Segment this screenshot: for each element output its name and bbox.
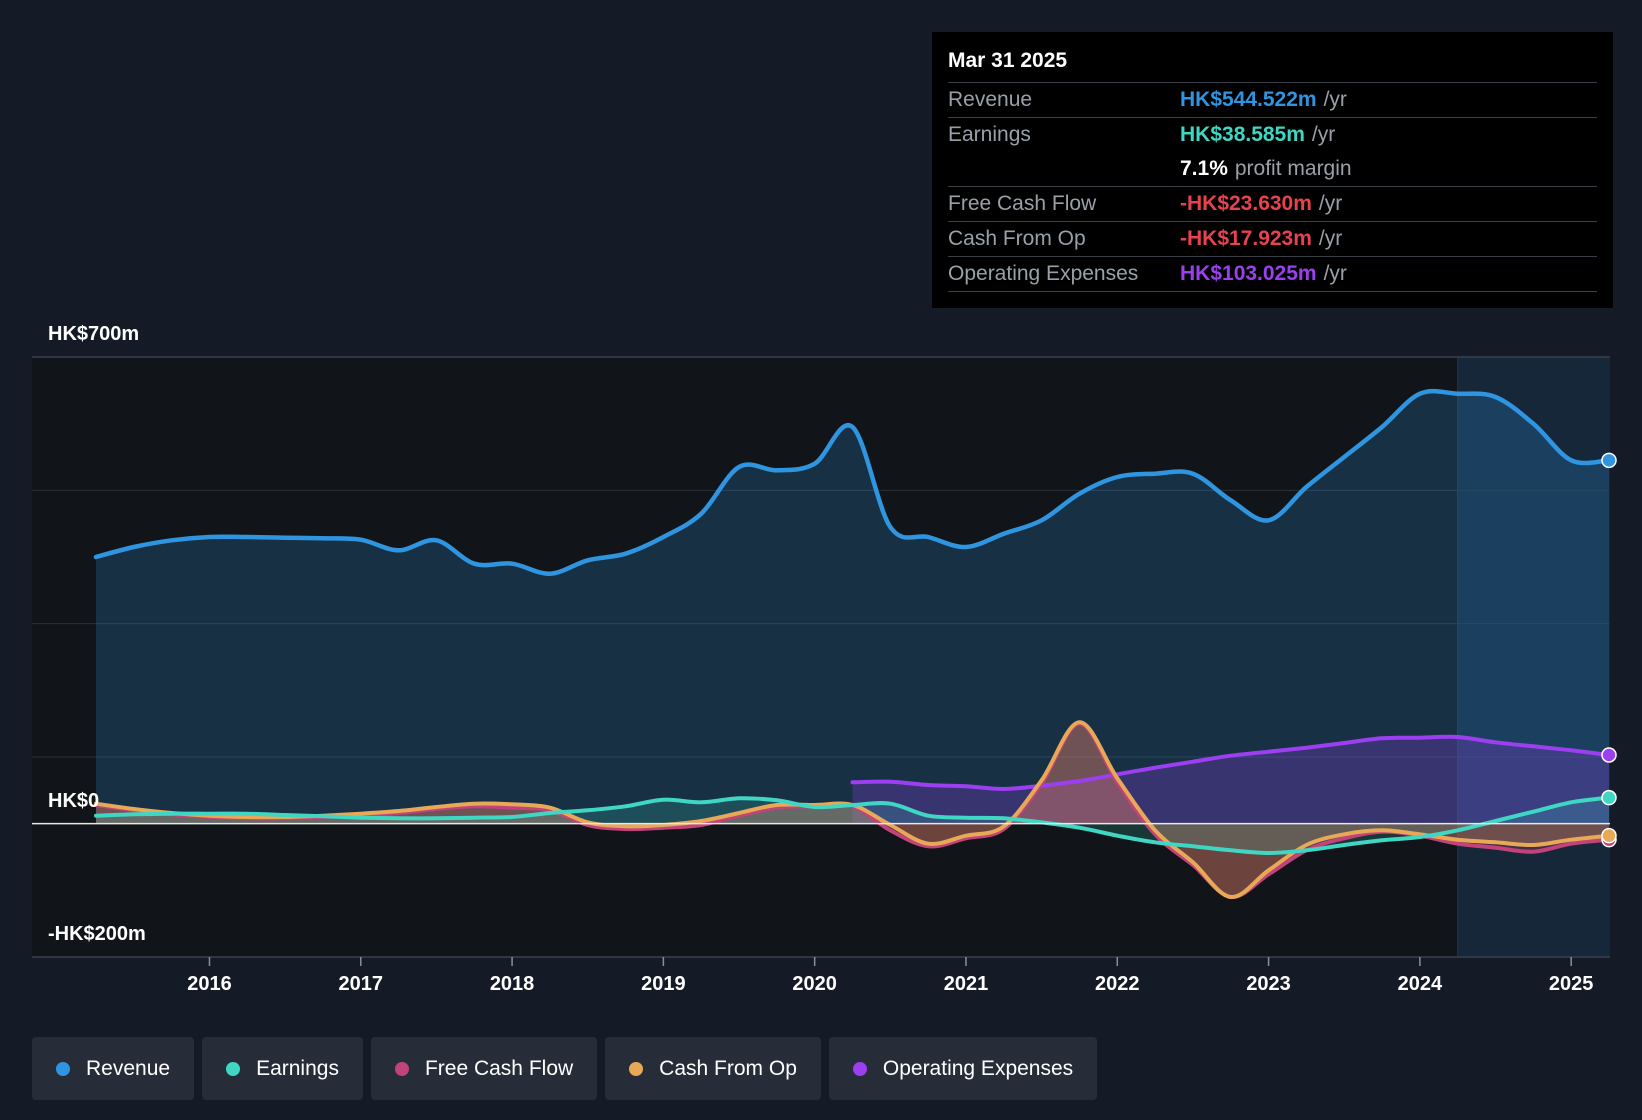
legend-label: Free Cash Flow	[424, 1056, 574, 1080]
tooltip-value: 7.1%	[1180, 157, 1228, 180]
legend-label: Earnings	[256, 1056, 339, 1080]
tooltip-value: HK$544.522m	[1180, 88, 1317, 111]
tooltip-row-revenue: Revenue HK$544.522m /yr	[948, 82, 1597, 117]
legend-dot-icon	[629, 1061, 644, 1076]
tooltip-date: Mar 31 2025	[948, 49, 1068, 72]
area-operating-expenses	[852, 736, 1609, 824]
tooltip-row-earnings: Earnings HK$38.585m /yr	[948, 117, 1597, 152]
legend-item-earnings[interactable]: Earnings	[202, 1037, 363, 1100]
area-free-cash-flow	[96, 723, 1609, 898]
y-top-label: HK$700m	[48, 323, 139, 345]
line-operating-expenses	[850, 734, 1611, 792]
x-axis: 2016 2017 2018 2019 2020 2021 2022 2023 2024 2025	[187, 957, 1593, 995]
tooltip-label: Revenue	[948, 88, 1033, 111]
tooltip-label: Operating Expenses	[948, 262, 1139, 285]
tooltip-unit: /yr	[1323, 88, 1347, 111]
x-tick-label: 2019	[641, 973, 686, 995]
legend-dot-icon	[852, 1061, 867, 1076]
tooltip-label: Earnings	[948, 123, 1031, 146]
tooltip-bottom-rule	[948, 291, 1597, 292]
tooltip-row-free-cash-flow: Free Cash Flow -HK$23.630m /yr	[948, 186, 1597, 221]
legend-label: Cash From Op	[659, 1056, 797, 1080]
end-marker-revenue	[1601, 452, 1617, 469]
tooltip-unit: profit margin	[1234, 157, 1352, 180]
x-tick-label: 2017	[339, 973, 384, 995]
tooltip-row-profit-margin: 7.1% profit margin	[948, 152, 1597, 186]
y-bottom-label: -HK$200m	[48, 923, 146, 945]
legend: Revenue Earnings Free Cash Flow Cash Fro…	[32, 1037, 1098, 1100]
tooltip-label: Cash From Op	[948, 227, 1086, 250]
end-marker-operating-expenses	[1601, 747, 1617, 763]
chart-area: HK$700m HK$0 -HK$200m 2016 2017 2018 2019 20…	[32, 323, 1617, 995]
highlight-band	[1457, 357, 1610, 957]
tooltip-unit: /yr	[1318, 227, 1343, 250]
area-earnings	[96, 797, 1609, 853]
x-tick-label: 2025	[1549, 973, 1594, 995]
tooltip-row-operating-expenses: Operating Expenses HK$103.025m /yr	[948, 256, 1597, 291]
x-tick-label: 2016	[187, 973, 232, 995]
legend-label: Revenue	[86, 1056, 171, 1080]
x-tick-label: 2020	[792, 973, 837, 995]
tooltip-label: Free Cash Flow	[948, 192, 1097, 215]
legend-dot-icon	[226, 1061, 241, 1076]
tooltip-value: -HK$23.630m	[1180, 192, 1312, 215]
x-tick-label: 2018	[490, 973, 535, 995]
legend-item-free-cash-flow[interactable]: Free Cash Flow	[370, 1037, 598, 1100]
tooltip-unit: /yr	[1318, 192, 1343, 215]
grid-layer	[32, 356, 1610, 958]
tooltip-value: HK$38.585m	[1180, 123, 1305, 146]
area-cash-from-op	[96, 722, 1609, 898]
x-tick-label: 2022	[1095, 973, 1140, 995]
legend-item-operating-expenses[interactable]: Operating Expenses	[828, 1037, 1098, 1100]
tooltip-value: HK$103.025m	[1180, 262, 1317, 285]
tooltip-unit: /yr	[1323, 262, 1347, 285]
tooltip-row-cash-from-op: Cash From Op -HK$17.923m /yr	[948, 221, 1597, 256]
legend-label: Operating Expenses	[882, 1056, 1074, 1080]
tooltip-value: -HK$17.923m	[1180, 227, 1312, 250]
end-marker-cash-from-op	[1601, 827, 1617, 844]
line-layer	[93, 388, 1612, 900]
area-revenue	[96, 391, 1609, 824]
x-tick-label: 2023	[1246, 973, 1291, 995]
line-earnings	[94, 795, 1611, 855]
legend-item-cash-from-op[interactable]: Cash From Op	[605, 1037, 821, 1100]
line-revenue	[93, 388, 1612, 576]
legend-item-revenue[interactable]: Revenue	[32, 1037, 195, 1100]
legend-dot-icon	[394, 1061, 409, 1076]
marker-layer	[1601, 452, 1617, 848]
x-tick-label: 2024	[1398, 973, 1443, 995]
legend-dot-icon	[56, 1061, 70, 1076]
x-tick-label: 2021	[944, 973, 989, 995]
tooltip: Mar 31 2025 Revenue HK$544.522m /yr Earn…	[932, 32, 1613, 308]
fill-layer	[96, 391, 1609, 898]
end-marker-earnings	[1601, 789, 1617, 806]
tooltip-unit: /yr	[1311, 123, 1336, 146]
y-zero-label: HK$0	[48, 790, 99, 812]
